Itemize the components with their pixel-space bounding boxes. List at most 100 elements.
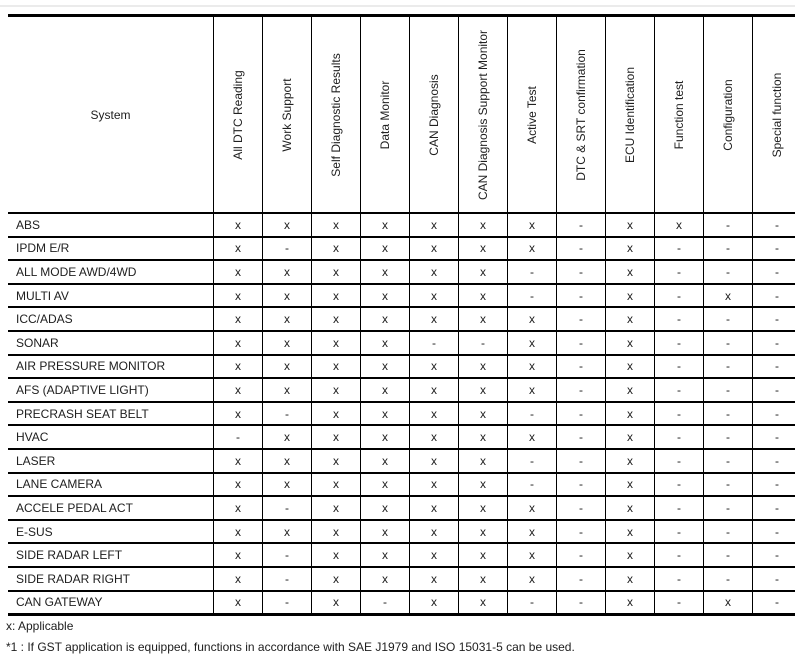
value-cell: x — [605, 259, 655, 285]
value-cell: x — [507, 306, 557, 332]
value-cell: x — [458, 542, 508, 568]
table-body: ABS x x x x x x x - x x - - IPDM E/R x - x x x x x - x - - - ALL M… — [8, 212, 795, 616]
page-top-divider — [0, 5, 795, 7]
value-cell: x — [360, 472, 410, 497]
table-row: IPDM E/R x - x x x x x - x - - - — [8, 236, 795, 261]
value-cell: x — [360, 306, 410, 332]
value-cell: x — [360, 566, 410, 591]
value-cell: - — [752, 401, 795, 426]
table-row: LASER x x x x x x - - x - - - — [8, 448, 795, 474]
value-cell: x — [409, 589, 459, 616]
value-cell: x — [605, 589, 655, 616]
value-cell: - — [654, 424, 704, 450]
value-cell: - — [654, 448, 704, 474]
value-cell: - — [213, 424, 263, 450]
column-header-label: Active Test — [525, 85, 539, 144]
value-cell: x — [507, 212, 557, 238]
value-cell: x — [409, 236, 459, 261]
column-header-label: ECU Identification — [623, 66, 637, 163]
value-cell: x — [605, 495, 655, 521]
value-cell: x — [213, 259, 263, 285]
value-cell: x — [409, 306, 459, 332]
value-cell: - — [752, 377, 795, 403]
system-cell: IPDM E/R — [8, 236, 214, 261]
value-cell: x — [409, 472, 459, 497]
column-header: CAN Diagnosis — [409, 15, 459, 214]
value-cell: - — [752, 283, 795, 308]
value-cell: x — [311, 589, 361, 616]
value-cell: - — [654, 472, 704, 497]
value-cell: x — [458, 448, 508, 474]
value-cell: x — [507, 354, 557, 379]
value-cell: x — [262, 472, 312, 497]
value-cell: - — [654, 495, 704, 521]
value-cell: x — [409, 283, 459, 308]
value-cell: - — [556, 330, 606, 356]
value-cell: x — [262, 448, 312, 474]
value-cell: x — [360, 283, 410, 308]
value-cell: x — [262, 306, 312, 332]
value-cell: x — [409, 495, 459, 521]
column-header: Active Test — [507, 15, 557, 214]
value-cell: x — [409, 519, 459, 544]
system-cell: SONAR — [8, 330, 214, 356]
column-header-label: Special function — [770, 72, 784, 157]
value-cell: - — [752, 306, 795, 332]
value-cell: x — [213, 542, 263, 568]
value-cell: - — [507, 448, 557, 474]
value-cell: x — [409, 448, 459, 474]
value-cell: x — [311, 283, 361, 308]
column-header: Special function — [752, 15, 795, 214]
value-cell: - — [409, 330, 459, 356]
value-cell: x — [262, 377, 312, 403]
value-cell: x — [605, 401, 655, 426]
value-cell: - — [654, 330, 704, 356]
system-cell: ALL MODE AWD/4WD — [8, 259, 214, 285]
value-cell: x — [458, 589, 508, 616]
value-cell: - — [752, 542, 795, 568]
value-cell: x — [409, 401, 459, 426]
column-header-label: DTC & SRT confirmation — [574, 48, 588, 181]
value-cell: - — [752, 519, 795, 544]
value-cell: - — [654, 283, 704, 308]
value-cell: - — [507, 259, 557, 285]
value-cell: x — [605, 354, 655, 379]
table-row: LANE CAMERA x x x x x x - - x - - - — [8, 472, 795, 497]
value-cell: x — [213, 448, 263, 474]
value-cell: x — [409, 259, 459, 285]
column-header: DTC & SRT confirmation — [556, 15, 606, 214]
value-cell: x — [605, 330, 655, 356]
value-cell: x — [507, 566, 557, 591]
column-header: All DTC Reading — [213, 15, 263, 214]
system-cell: AIR PRESSURE MONITOR — [8, 354, 214, 379]
value-cell: x — [213, 401, 263, 426]
value-cell: x — [311, 472, 361, 497]
table-row: AFS (ADAPTIVE LIGHT) x x x x x x x - x - - - — [8, 377, 795, 403]
column-header-label: Configuration — [721, 78, 735, 151]
table-row: MULTI AV x x x x x x - - x - x - — [8, 283, 795, 308]
value-cell: x — [605, 212, 655, 238]
table-row: HVAC - x x x x x x - x - - - — [8, 424, 795, 450]
value-cell: x — [458, 519, 508, 544]
value-cell: - — [556, 424, 606, 450]
value-cell: x — [507, 542, 557, 568]
value-cell: - — [752, 236, 795, 261]
value-cell: - — [262, 236, 312, 261]
system-cell: ICC/ADAS — [8, 306, 214, 332]
value-cell: - — [703, 212, 753, 238]
value-cell: - — [262, 542, 312, 568]
value-cell: - — [752, 589, 795, 616]
value-cell: x — [213, 306, 263, 332]
value-cell: x — [262, 424, 312, 450]
column-header-label: Work Support — [280, 77, 294, 152]
table-row: ACCELE PEDAL ACT x - x x x x x - x - - - — [8, 495, 795, 521]
value-cell: - — [703, 354, 753, 379]
value-cell: x — [311, 448, 361, 474]
value-cell: x — [311, 354, 361, 379]
system-column-header: System — [8, 15, 214, 214]
value-cell: - — [556, 542, 606, 568]
value-cell: - — [752, 212, 795, 238]
value-cell: x — [458, 472, 508, 497]
value-cell: x — [262, 330, 312, 356]
value-cell: x — [262, 519, 312, 544]
